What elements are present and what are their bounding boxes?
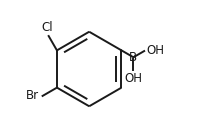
Text: OH: OH	[124, 72, 142, 85]
Text: OH: OH	[147, 44, 165, 57]
Text: Br: Br	[26, 89, 39, 102]
Text: Cl: Cl	[41, 21, 53, 34]
Text: B: B	[129, 51, 137, 64]
